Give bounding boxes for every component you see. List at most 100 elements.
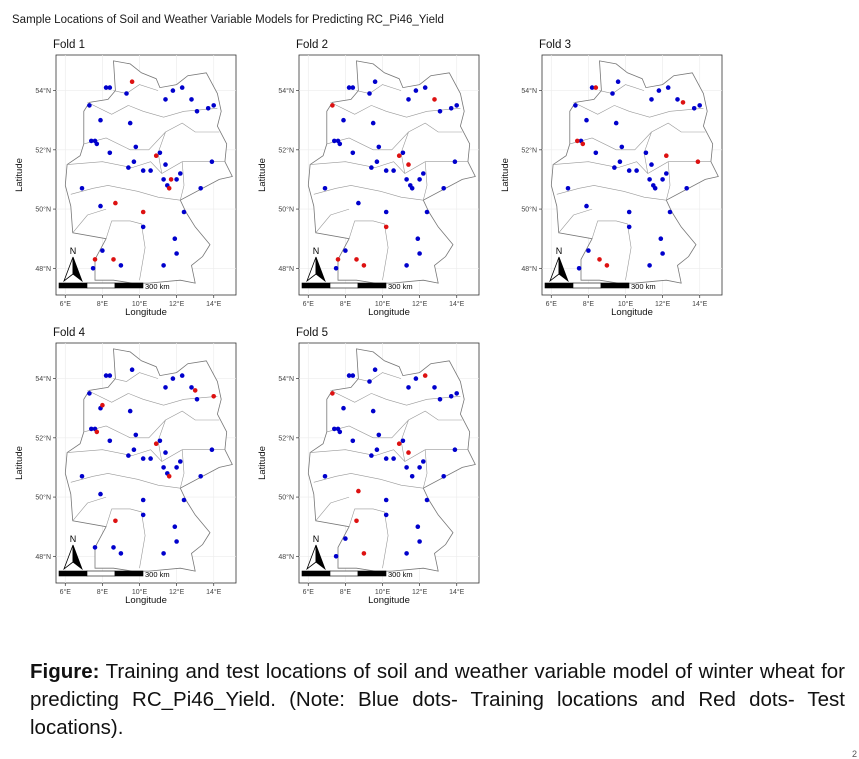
training-point: [178, 459, 183, 464]
north-arrow-icon: N: [306, 246, 326, 283]
scale-bar-segment: [329, 570, 359, 577]
north-arrow-icon: N: [549, 246, 569, 283]
training-point: [684, 186, 689, 191]
test-point: [580, 141, 586, 147]
test-point: [406, 162, 411, 167]
state-border: [569, 122, 706, 151]
training-point: [417, 539, 422, 544]
state-border: [326, 122, 463, 151]
training-point: [610, 91, 615, 96]
training-point: [369, 453, 374, 458]
training-point: [660, 177, 665, 182]
test-point: [406, 450, 411, 455]
training-point: [163, 162, 168, 167]
scale-bar-segment: [86, 570, 116, 577]
training-point: [98, 203, 103, 209]
fold-panel-2: Fold 2 6°E 8°E 10°E 12°E 14°E 48°N 50°N 52°N 54°N…: [257, 39, 480, 318]
training-point: [400, 438, 406, 444]
test-point: [113, 518, 118, 524]
training-point: [189, 385, 194, 390]
training-point: [391, 168, 396, 173]
training-point: [94, 141, 100, 147]
training-point: [107, 438, 113, 444]
fold-panel-4: Fold 4 6°E 8°E 10°E 12°E 14°E 48°N 50°N 52°N 54°N…: [14, 327, 237, 606]
tick-label-y: 54°N: [35, 87, 51, 95]
scale-bar-label: 300 km: [145, 570, 170, 579]
training-point: [612, 165, 617, 170]
test-point: [604, 263, 610, 268]
scale-bar: 300 km: [58, 570, 170, 579]
panel-title: Fold 2: [296, 39, 328, 51]
tick-label-y: 52°N: [35, 146, 51, 154]
test-point: [192, 388, 198, 393]
training-point: [448, 394, 454, 399]
north-arrow-right: [315, 256, 326, 283]
tick-label-y: 52°N: [278, 146, 294, 154]
training-point: [178, 171, 183, 176]
training-point: [346, 85, 352, 90]
state-border: [72, 208, 107, 233]
training-point: [404, 263, 409, 268]
test-point: [92, 257, 98, 262]
training-point: [209, 159, 215, 164]
training-point: [209, 447, 215, 453]
training-point: [422, 85, 428, 90]
panel-title: Fold 5: [296, 327, 328, 339]
x-axis-label: Longitude: [368, 595, 410, 606]
page-mark: 2: [851, 749, 857, 759]
training-point: [413, 88, 419, 93]
training-point: [664, 171, 669, 176]
test-point: [100, 402, 105, 408]
state-border: [423, 449, 428, 489]
tick-label-y: 50°N: [35, 494, 51, 502]
state-border: [599, 84, 645, 94]
training-point: [626, 209, 632, 215]
tick-label-x: 8°E: [340, 300, 352, 308]
figure-title: Sample Locations of Soil and Weather Var…: [12, 14, 444, 26]
training-point: [404, 177, 409, 182]
training-point: [343, 536, 348, 541]
training-point: [658, 236, 664, 241]
scale-bar-segment: [301, 282, 331, 289]
training-point: [346, 373, 352, 378]
training-point: [174, 251, 179, 256]
training-point: [647, 263, 652, 268]
training-point: [131, 447, 137, 453]
training-point: [400, 150, 406, 156]
tick-label-x: 10°E: [618, 300, 634, 308]
training-point: [697, 103, 702, 108]
test-point: [166, 186, 172, 191]
test-point: [153, 441, 159, 447]
x-axis-label: Longitude: [368, 307, 410, 318]
panel-title: Fold 4: [53, 327, 86, 339]
tick-label-y: 54°N: [278, 87, 294, 95]
tick-label-y: 48°N: [35, 265, 51, 273]
tick-label-y: 54°N: [35, 375, 51, 383]
training-point: [619, 144, 625, 150]
test-point: [153, 153, 159, 158]
state-border: [70, 473, 181, 489]
test-point: [593, 85, 599, 90]
training-point: [332, 426, 337, 432]
training-point: [133, 144, 139, 150]
training-point: [613, 120, 619, 126]
training-point: [615, 79, 621, 84]
training-point: [665, 85, 671, 90]
scale-bar: 300 km: [544, 282, 656, 291]
training-point: [194, 397, 200, 402]
training-point: [79, 186, 85, 191]
test-point: [361, 551, 367, 556]
training-point: [452, 159, 458, 164]
state-border: [423, 161, 428, 201]
training-point: [161, 263, 166, 268]
training-point: [409, 474, 415, 479]
training-point: [79, 474, 85, 479]
test-point: [129, 79, 135, 84]
training-point: [172, 236, 178, 241]
state-border: [666, 161, 671, 201]
scale-bar-segment: [357, 282, 387, 289]
training-point: [179, 85, 185, 90]
training-point: [651, 183, 656, 188]
x-axis-label: Longitude: [125, 307, 167, 318]
state-border: [83, 410, 220, 439]
